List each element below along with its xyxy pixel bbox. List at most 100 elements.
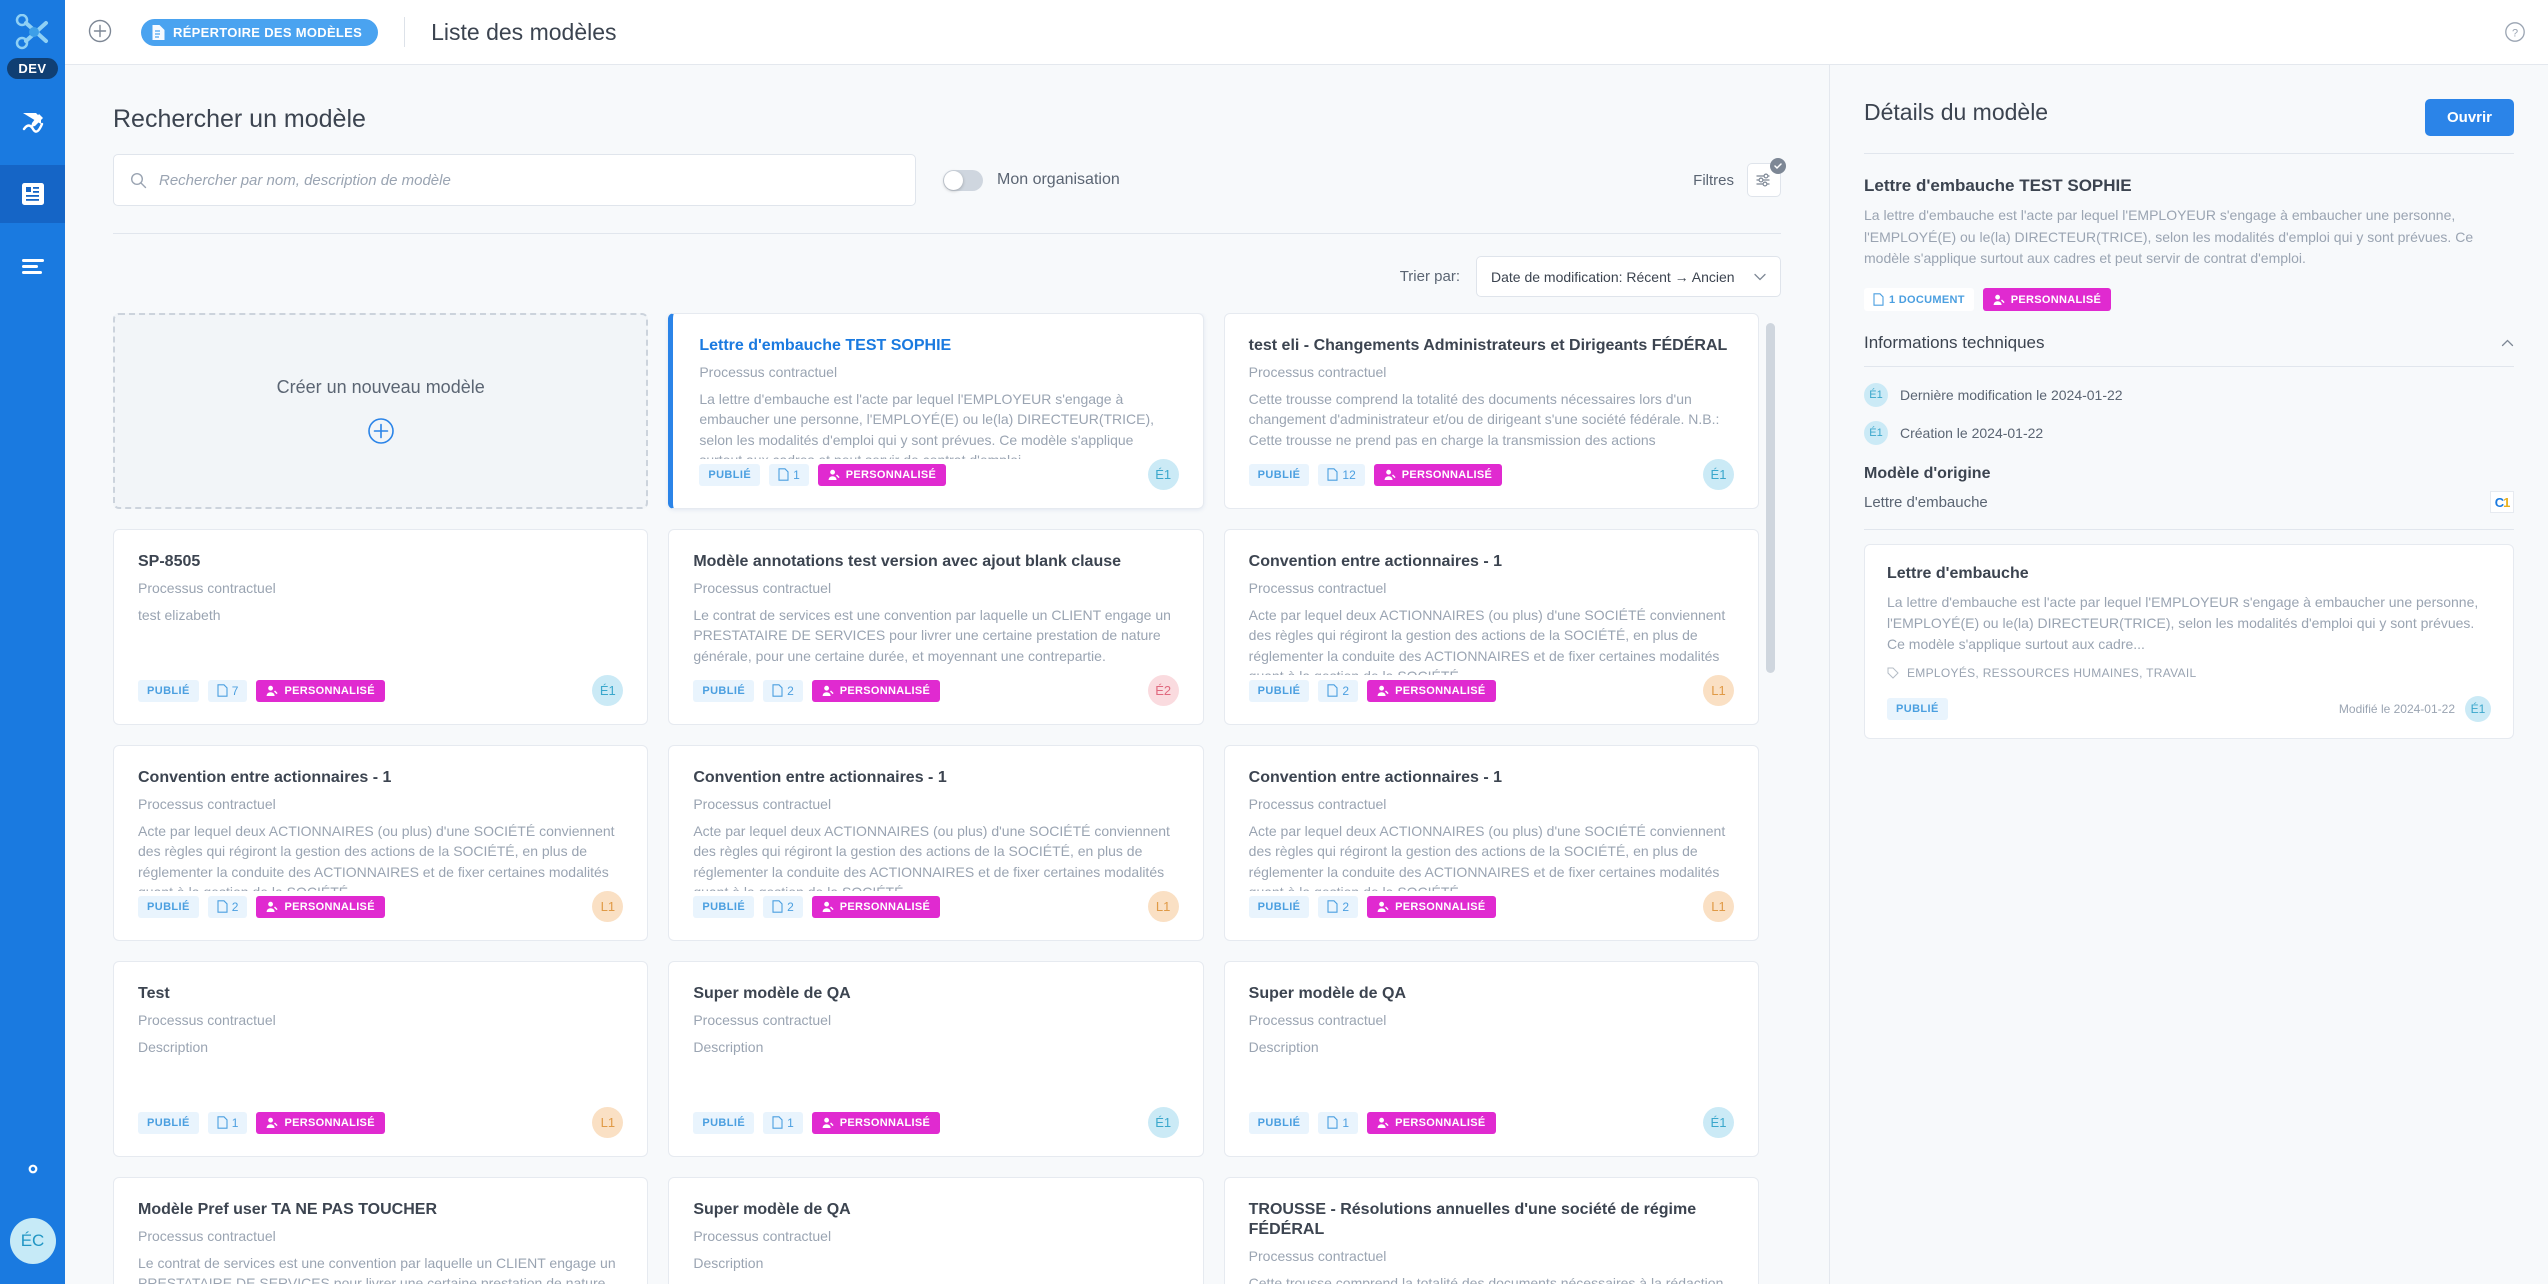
template-card[interactable]: Convention entre actionnaires - 1 Process… [113, 745, 649, 941]
template-card[interactable]: SP-8505 Processus contractuel test elizabe… [113, 529, 649, 725]
search-box[interactable] [113, 154, 916, 206]
search-heading: Rechercher un modèle [113, 105, 366, 133]
app-logo[interactable] [11, 12, 55, 52]
document-count-value: 1 [793, 467, 800, 482]
template-card[interactable]: Convention entre actionnaires - 1 Process… [1223, 745, 1759, 941]
personalized-label: PERSONNALISÉ [839, 684, 931, 697]
template-card[interactable]: Modèle annotations test version avec ajo… [668, 529, 1204, 725]
personalized-label: PERSONNALISÉ [284, 684, 375, 697]
help-circle-icon[interactable]: ? [2504, 21, 2526, 43]
document-count-value: 1 [1342, 1115, 1350, 1130]
tech-info-text: Dernière modification le 2024-01-22 [1900, 387, 2123, 404]
status-badge: PUBLIÉ [693, 679, 755, 702]
status-badge: PUBLIÉ [1248, 895, 1310, 918]
template-card[interactable]: test eli - Changements Administrateurs e… [1223, 313, 1759, 509]
template-card[interactable]: TROUSSE - Résolutions annuelles d'une so… [1223, 1177, 1759, 1284]
personalized-label: PERSONNALISÉ [839, 1116, 931, 1129]
origin-card[interactable]: Lettre d'embauche La lettre d'embauche e… [1864, 544, 2514, 740]
document-count-value: 2 [787, 899, 794, 914]
template-card-title: TROUSSE - Résolutions annuelles d'une so… [1248, 1201, 1697, 1238]
template-card[interactable]: Super modèle de QA Processus contractuel D… [668, 1177, 1204, 1284]
sidebar-item-templates[interactable] [0, 165, 65, 223]
personalized-label: PERSONNALISÉ [1395, 900, 1486, 913]
gear-icon[interactable] [20, 1156, 46, 1182]
create-new-template-card[interactable]: Créer un nouveau modèle [113, 313, 649, 509]
filters-active-badge [1770, 158, 1786, 174]
details-panel: Détails du modèle Ouvrir Lettre d'embauc… [1830, 65, 2548, 1284]
file-icon [772, 1116, 783, 1129]
personalized-badge: PERSONNALISÉ [1373, 463, 1503, 486]
main-column: RÉPERTOIRE DES MODÈLES Liste des modèles… [65, 0, 2548, 1284]
personalized-badge: PERSONNALISÉ [1367, 1111, 1496, 1134]
templates-pane: Rechercher un modèle [65, 65, 1830, 1284]
document-count-value: 7 [231, 683, 239, 698]
template-card-footer: PUBLIÉ 2 PERSONNALISÉ É2 [693, 675, 1179, 706]
status-badge: PUBLIÉ [138, 679, 199, 702]
template-card[interactable]: Super modèle de QA Processus contractuel D… [668, 961, 1204, 1157]
env-badge: DEV [7, 58, 58, 79]
file-icon [772, 684, 783, 697]
sliders-icon [1755, 171, 1773, 189]
check-icon [1774, 163, 1782, 170]
template-card-footer: PUBLIÉ 1 PERSONNALISÉ L1 [138, 1107, 624, 1138]
template-card-description: Le contrat de services est une conventio… [138, 1255, 616, 1284]
file-icon [217, 1116, 228, 1129]
sort-select[interactable]: Date de modification: Récent → Ancien [1476, 256, 1781, 297]
template-card-title: Convention entre actionnaires - 1 [1248, 769, 1503, 786]
org-toggle[interactable]: Mon organisation [943, 169, 1120, 191]
template-card[interactable]: Super modèle de QA Processus contractuel D… [1223, 961, 1759, 1157]
template-card-subtitle: Processus contractuel [138, 1012, 276, 1028]
person-edit-icon [267, 685, 279, 696]
template-card-title: test eli - Changements Administrateurs e… [1248, 337, 1728, 354]
owner-avatar: L1 [592, 891, 624, 922]
template-card[interactable]: Test Processus contractuel Description PUBL… [113, 961, 649, 1157]
filters-button[interactable] [1747, 158, 1786, 197]
document-count-badge: 1 [1318, 1111, 1359, 1134]
status-badge: PUBLIÉ [1248, 463, 1310, 486]
personalized-label: PERSONNALISÉ [284, 1116, 375, 1129]
vertical-scrollbar[interactable] [1766, 323, 1775, 673]
open-button[interactable]: Ouvrir [2424, 99, 2514, 136]
template-card[interactable]: Lettre d'embauche TEST SOPHIE Processus c… [668, 313, 1204, 509]
owner-avatar: É1 [1147, 459, 1179, 490]
details-header: Détails du modèle Ouvrir [1864, 99, 2514, 136]
search-input[interactable] [159, 171, 899, 189]
owner-avatar: É2 [1147, 675, 1179, 706]
person-edit-icon [822, 901, 834, 912]
status-badge: PUBLIÉ [138, 1111, 199, 1134]
tech-info-section-header[interactable]: Informations techniques [1864, 333, 2514, 353]
document-count-value: 1 [231, 1115, 239, 1130]
file-icon [217, 684, 228, 697]
tech-info-rows: É1 Dernière modification le 2024-01-22 É1 C… [1864, 383, 2514, 446]
breadcrumb[interactable]: RÉPERTOIRE DES MODÈLES [141, 18, 379, 46]
search-row: Mon organisation Filtres [113, 154, 1786, 206]
body-row: Rechercher un modèle [65, 65, 2548, 1284]
template-card-description: La lettre d'embauche est l'acte par lequ… [699, 391, 1155, 459]
person-edit-icon [828, 469, 840, 480]
document-count-badge: 2 [763, 895, 803, 918]
sidebar-item-list[interactable] [0, 237, 65, 295]
template-card[interactable]: Convention entre actionnaires - 1 Process… [1223, 529, 1759, 725]
template-card-footer: PUBLIÉ 1 PERSONNALISÉ É1 [699, 459, 1179, 490]
template-card[interactable]: Modèle Pref user TA NE PAS TOUCHER Proces… [113, 1177, 649, 1284]
status-badge: PUBLIÉ [1248, 679, 1310, 702]
document-count-value: 1 [787, 1115, 794, 1130]
avatar[interactable]: ÉC [9, 1218, 56, 1264]
breadcrumb-separator [404, 17, 406, 47]
plus-circle-icon[interactable] [87, 18, 115, 46]
owner-avatar: L1 [1702, 891, 1734, 922]
breadcrumb-label: RÉPERTOIRE DES MODÈLES [173, 24, 363, 40]
chevron-up-icon[interactable] [2501, 339, 2514, 347]
personalized-badge: PERSONNALISÉ [256, 679, 385, 702]
org-toggle-label: Mon organisation [997, 171, 1120, 188]
document-count-badge: 1 [769, 463, 809, 486]
plus-circle-icon[interactable] [366, 416, 396, 446]
template-card[interactable]: Convention entre actionnaires - 1 Process… [668, 745, 1204, 941]
template-card-subtitle: Processus contractuel [1248, 1248, 1387, 1264]
template-card-description: Cette trousse comprend la totalité des d… [1248, 391, 1720, 448]
sidebar-item-signature[interactable] [0, 93, 65, 151]
person-edit-icon [1993, 294, 2005, 305]
org-toggle-switch[interactable] [943, 169, 983, 191]
document-count-value: 2 [787, 683, 794, 698]
file-icon [1327, 1116, 1338, 1129]
